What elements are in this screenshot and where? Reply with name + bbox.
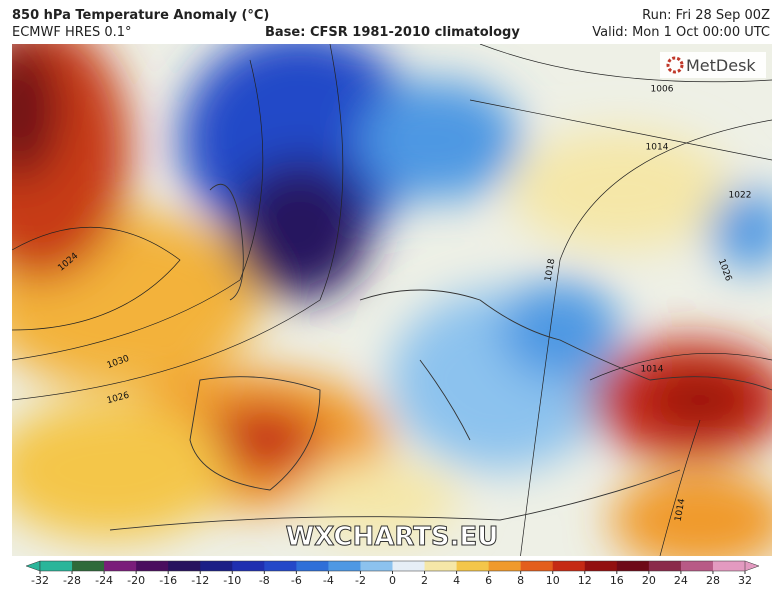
logo: MetDesk bbox=[686, 56, 756, 75]
isobar-label: 1022 bbox=[729, 191, 752, 201]
colorbar-tick-label: 16 bbox=[610, 574, 624, 587]
anomaly-field bbox=[12, 44, 772, 556]
isobar-label: 1018 bbox=[544, 258, 558, 283]
model: ECMWF HRES 0.1° bbox=[12, 25, 132, 40]
isobar-label: 1006 bbox=[651, 85, 674, 95]
isobar-label: 1014 bbox=[646, 143, 669, 153]
colorbar-tick-label: 12 bbox=[578, 574, 592, 587]
colorbar-tick-label: 10 bbox=[546, 574, 560, 587]
colorbar-tick-label: 24 bbox=[674, 574, 688, 587]
colorbar-segment bbox=[488, 561, 522, 571]
colorbar: -32 -28 -24 -20 -16 -12 -10 -8 -6 -4 -2 0 2 4 6 8 10 12 16… bbox=[25, 560, 760, 587]
colorbar-tick-label: -6 bbox=[291, 574, 302, 587]
colorbar-tick-label: -32 bbox=[31, 574, 49, 587]
colorbar-segment bbox=[72, 561, 105, 571]
logo-icon bbox=[666, 56, 684, 74]
isobar-label: 1014 bbox=[641, 365, 664, 375]
run: Run: Fri 28 Sep 00Z bbox=[642, 8, 770, 23]
colorbar-tick-label: -4 bbox=[323, 574, 334, 587]
colorbar-tick-label: -2 bbox=[355, 574, 366, 587]
colorbar-tick-label: 4 bbox=[453, 574, 460, 587]
colorbar-segment bbox=[456, 561, 490, 571]
colorbar-segment bbox=[552, 561, 586, 571]
logo-box bbox=[660, 52, 766, 78]
colorbar-segment bbox=[264, 561, 297, 571]
colorbar-tick-label: -10 bbox=[223, 574, 241, 587]
colorbar-tick-label: 0 bbox=[389, 574, 396, 587]
base: Base: CFSR 1981-2010 climatology bbox=[265, 25, 520, 40]
colorbar-tick-label: 2 bbox=[421, 574, 428, 587]
watermark: WXCHARTS.EU bbox=[286, 522, 499, 552]
colorbar-segment bbox=[712, 561, 746, 571]
colorbar-tick-label: 32 bbox=[738, 574, 752, 587]
colorbar-tick-label: -12 bbox=[191, 574, 209, 587]
colorbar-tick-label: -24 bbox=[95, 574, 113, 587]
colorbar-tick-label: -16 bbox=[159, 574, 177, 587]
colorbar-segment bbox=[40, 561, 73, 571]
colorbar-segment bbox=[104, 561, 137, 571]
colorbar-segment bbox=[296, 561, 329, 571]
isobars bbox=[12, 44, 772, 556]
colorbar-segment bbox=[616, 561, 650, 571]
colorbar-tick-label: -8 bbox=[259, 574, 270, 587]
title: 850 hPa Temperature Anomaly (°C) bbox=[12, 8, 269, 23]
colorbar-segment bbox=[648, 561, 682, 571]
colorbar-segment bbox=[136, 561, 169, 571]
coastlines bbox=[109, 183, 772, 531]
colorbar-tick-label: 6 bbox=[485, 574, 492, 587]
colorbar-tick-label: -28 bbox=[63, 574, 81, 587]
colorbar-tick-label: -20 bbox=[127, 574, 145, 587]
colorbar-segment bbox=[232, 561, 265, 571]
colorbar-segment bbox=[392, 561, 426, 571]
colorbar-segment bbox=[168, 561, 201, 571]
valid: Valid: Mon 1 Oct 00:00 UTC bbox=[592, 25, 770, 40]
colorbar-end bbox=[25, 560, 41, 572]
colorbar-segment bbox=[584, 561, 618, 571]
colorbar-segment bbox=[360, 561, 393, 571]
map bbox=[12, 44, 772, 556]
colorbar-tick-label: 28 bbox=[706, 574, 720, 587]
colorbar-tick-label: 8 bbox=[517, 574, 524, 587]
colorbar-segment bbox=[328, 561, 361, 571]
colorbar-segment bbox=[520, 561, 554, 571]
colorbar-end bbox=[744, 560, 760, 572]
colorbar-segment bbox=[424, 561, 458, 571]
isobar-label: 1014 bbox=[674, 498, 688, 523]
colorbar-tick-label: 20 bbox=[642, 574, 656, 587]
colorbar-segment bbox=[680, 561, 714, 571]
colorbar-segment bbox=[200, 561, 233, 571]
